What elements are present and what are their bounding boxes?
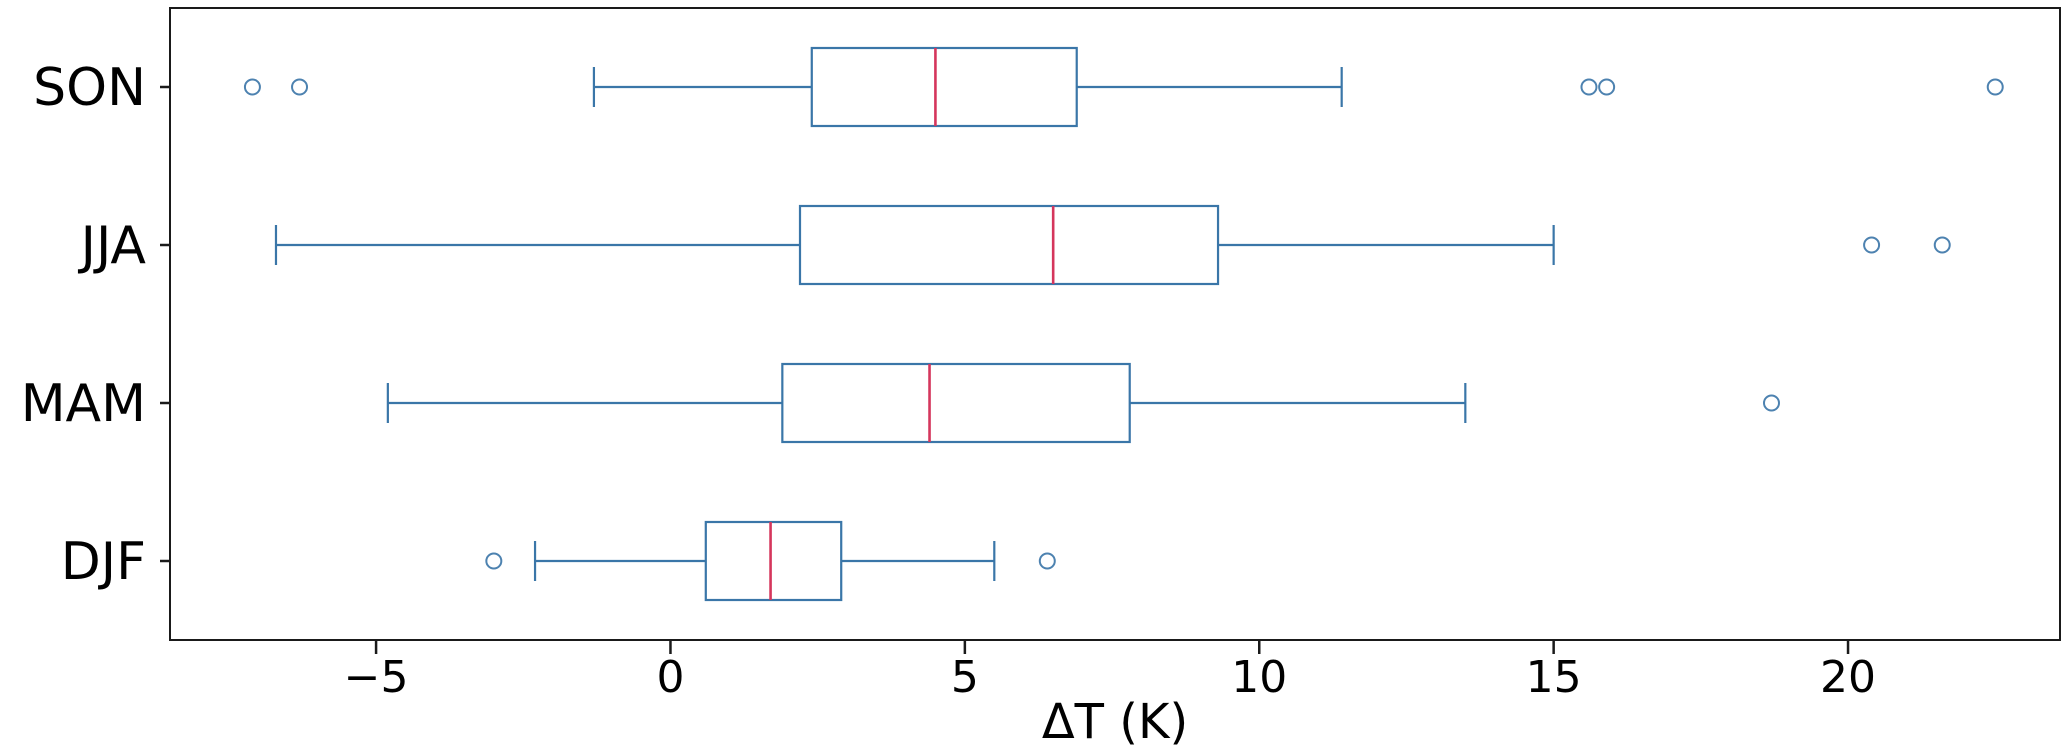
outlier-point-djf <box>485 552 503 570</box>
box-son <box>810 46 1078 128</box>
outlier-point-jja <box>1933 236 1951 254</box>
box-mam <box>781 362 1131 444</box>
outlier-point-son <box>243 78 261 96</box>
y-tick-label-son: SON <box>33 58 146 118</box>
outlier-point-son <box>291 78 309 96</box>
y-tick-label-djf: DJF <box>61 532 146 592</box>
box-djf <box>704 520 843 602</box>
box-jja <box>798 204 1220 286</box>
plot-border <box>169 7 2061 641</box>
outlier-point-jja <box>1863 236 1881 254</box>
y-tick-label-mam: MAM <box>21 374 146 434</box>
x-tick-label: 15 <box>1526 652 1582 703</box>
x-tick-label: 0 <box>656 652 684 703</box>
outlier-point-mam <box>1762 394 1780 412</box>
x-tick-label: 20 <box>1820 652 1876 703</box>
y-tick-label-jja: JJA <box>78 216 147 276</box>
outlier-point-son <box>1580 78 1598 96</box>
outlier-point-son <box>1598 78 1616 96</box>
x-axis-label: ΔT (K) <box>1042 694 1188 749</box>
outlier-point-son <box>1986 78 2004 96</box>
outlier-point-djf <box>1038 552 1056 570</box>
x-tick-label: 5 <box>951 652 979 703</box>
x-tick-label: 10 <box>1231 652 1287 703</box>
x-tick-label: −5 <box>344 652 409 703</box>
